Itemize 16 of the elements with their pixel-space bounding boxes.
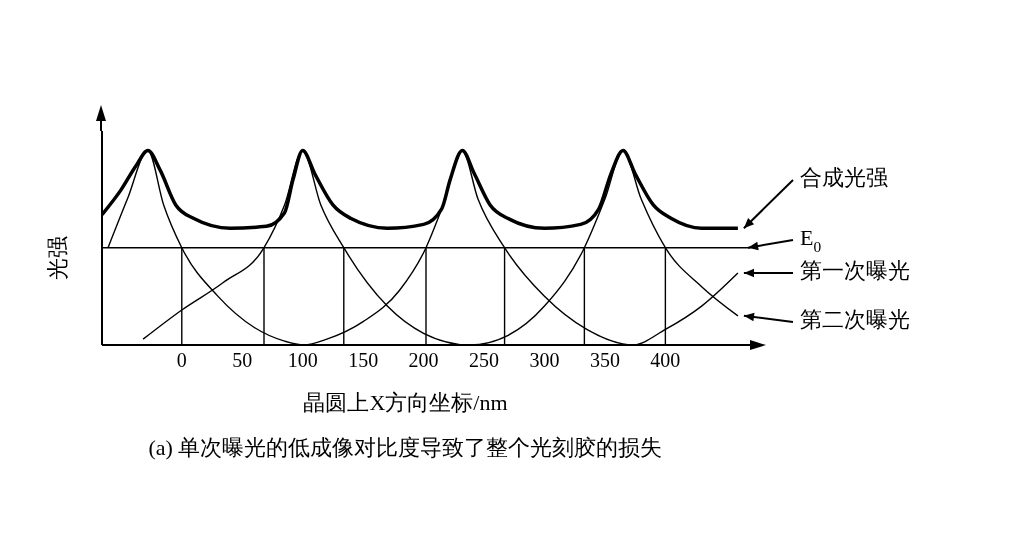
text: 合成光强 bbox=[800, 165, 888, 191]
y-axis-title: 光强 bbox=[45, 236, 71, 280]
x-tick-label: 200 bbox=[408, 349, 439, 372]
x-tick-label: 150 bbox=[348, 349, 379, 372]
x-tick-label: 250 bbox=[469, 349, 500, 372]
x-axis-title: 晶圆上X方向坐标/nm bbox=[303, 390, 508, 415]
ref-line-label: E$_{0}$ bbox=[800, 225, 822, 256]
legend-label: 第二次曝光 bbox=[800, 307, 910, 333]
x-tick-label: 100 bbox=[287, 349, 318, 372]
text: (a) 单次曝光的低成像对比度导致了整个光刻胶的损失 bbox=[148, 435, 663, 460]
x-tick-label: 300 bbox=[529, 349, 560, 372]
x-tick-label: 50 bbox=[232, 349, 253, 372]
x-tick-label: 350 bbox=[589, 349, 620, 372]
legend-label: 第一次曝光 bbox=[800, 258, 910, 284]
x-tick-label: 0 bbox=[176, 349, 187, 372]
x-tick-label: 400 bbox=[650, 349, 681, 372]
